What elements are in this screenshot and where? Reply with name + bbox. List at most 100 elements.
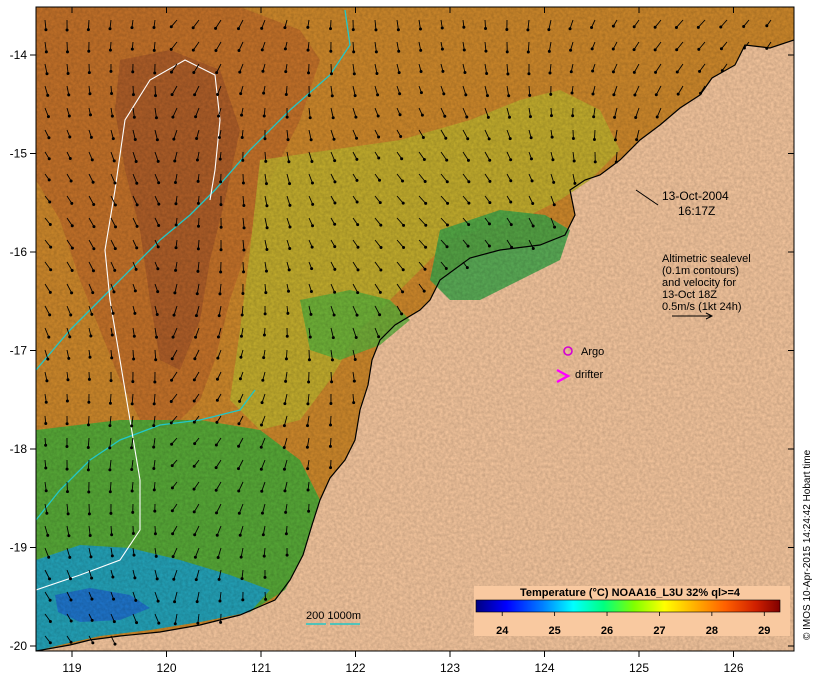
velocity-arrow-head	[570, 91, 574, 95]
velocity-arrow-head	[87, 377, 91, 381]
velocity-arrow-head	[87, 400, 91, 404]
velocity-arrow-head	[282, 446, 286, 450]
velocity-arrow-head	[45, 72, 49, 76]
velocity-arrow	[260, 437, 266, 448]
velocity-arrow-head	[69, 313, 73, 317]
velocity-arrow	[374, 41, 377, 52]
velocity-arrow-head	[88, 92, 92, 96]
velocity-arrow-head	[174, 246, 178, 250]
velocity-arrow-head	[260, 423, 264, 427]
velocity-arrow	[352, 371, 355, 382]
velocity-arrow	[173, 569, 178, 580]
velocity-arrow-head	[284, 379, 288, 383]
colorbar: Temperature (°C) NOAA16_L3U 32% ql>=4 24…	[474, 586, 790, 637]
velocity-arrow-head	[194, 578, 198, 582]
velocity-arrow-head	[440, 26, 444, 30]
velocity-arrow	[44, 613, 51, 622]
velocity-arrow-head	[173, 600, 177, 604]
velocity-arrow-head	[720, 69, 724, 73]
velocity-arrow-head	[485, 72, 489, 76]
velocity-arrow-head	[356, 268, 360, 272]
velocity-arrow-head	[130, 402, 134, 406]
velocity-arrow-head	[174, 202, 178, 206]
velocity-arrow	[676, 63, 684, 73]
velocity-arrow-head	[378, 313, 382, 317]
velocity-arrow	[330, 371, 333, 382]
velocity-arrow-head	[113, 247, 117, 251]
velocity-arrow	[242, 217, 245, 228]
velocity-arrow-head	[328, 444, 332, 448]
velocity-arrow	[572, 151, 575, 162]
velocity-arrow-head	[239, 92, 243, 96]
velocity-arrow-head	[698, 69, 702, 73]
velocity-arrow-head	[157, 181, 161, 185]
velocity-arrow-head	[215, 398, 219, 402]
velocity-arrow-head	[465, 115, 469, 119]
velocity-arrow	[352, 327, 357, 338]
velocity-arrow	[615, 151, 618, 162]
drifter-label: drifter	[575, 369, 603, 381]
velocity-arrow-head	[655, 115, 659, 119]
velocity-arrow-head	[108, 446, 112, 450]
velocity-arrow-head	[152, 26, 156, 30]
velocity-arrow	[218, 569, 222, 580]
velocity-arrow	[308, 173, 313, 184]
velocity-arrow-head	[49, 245, 53, 249]
velocity-arrow-head	[215, 377, 219, 381]
velocity-arrow-head	[174, 223, 178, 227]
velocity-arrow-head	[156, 290, 160, 294]
velocity-arrow	[217, 85, 222, 95]
velocity-arrow	[352, 129, 357, 139]
velocity-arrow-head	[132, 115, 136, 119]
velocity-arrow-head	[239, 355, 243, 359]
velocity-arrow	[88, 239, 95, 249]
velocity-arrow-head	[467, 201, 471, 205]
velocity-arrow-head	[173, 622, 177, 626]
velocity-arrow	[195, 569, 200, 580]
velocity-arrow-head	[108, 490, 112, 494]
velocity-arrow-head	[311, 224, 315, 228]
velocity-arrow	[241, 305, 244, 316]
velocity-arrow-head	[90, 576, 94, 580]
velocity-arrow-head	[528, 115, 532, 119]
velocity-arrow-head	[526, 50, 530, 54]
velocity-arrow-head	[169, 47, 173, 51]
velocity-arrow	[216, 63, 222, 73]
velocity-arrow-head	[614, 160, 618, 164]
velocity-arrow-head	[67, 114, 71, 118]
velocity-arrow-head	[263, 575, 267, 579]
velocity-arrow-head	[112, 290, 116, 294]
velocity-arrow-head	[157, 223, 161, 227]
velocity-arrow	[655, 63, 662, 73]
altimetry-line-4: 13-Oct 18Z	[662, 289, 717, 301]
velocity-arrow-head	[108, 27, 112, 31]
velocity-arrow-head	[353, 94, 357, 98]
velocity-arrow	[396, 283, 403, 293]
velocity-arrow-head	[111, 311, 115, 315]
velocity-arrow-head	[48, 223, 52, 227]
velocity-arrow	[548, 19, 552, 30]
velocity-arrow	[528, 85, 531, 96]
velocity-arrow-head	[262, 91, 266, 95]
velocity-arrow	[238, 459, 244, 469]
velocity-arrow-head	[192, 378, 196, 382]
velocity-arrow-head	[262, 333, 266, 337]
velocity-arrow-head	[353, 357, 357, 361]
velocity-arrow-head	[219, 620, 223, 624]
velocity-arrow-head	[157, 621, 161, 625]
velocity-arrow-head	[632, 70, 636, 74]
velocity-arrow-head	[47, 136, 51, 140]
velocity-arrow	[131, 415, 134, 426]
velocity-arrow-head	[155, 335, 159, 339]
velocity-arrow-head	[443, 114, 447, 118]
velocity-arrow	[654, 41, 662, 51]
velocity-arrow	[216, 525, 222, 536]
velocity-arrow-head	[549, 114, 553, 118]
velocity-arrow-head	[506, 72, 510, 76]
velocity-arrow-head	[329, 72, 333, 76]
velocity-arrow-head	[108, 468, 112, 472]
velocity-arrow-head	[66, 512, 70, 516]
velocity-arrow-head	[264, 291, 268, 295]
velocity-arrow-head	[218, 157, 222, 161]
velocity-arrow	[440, 107, 446, 117]
